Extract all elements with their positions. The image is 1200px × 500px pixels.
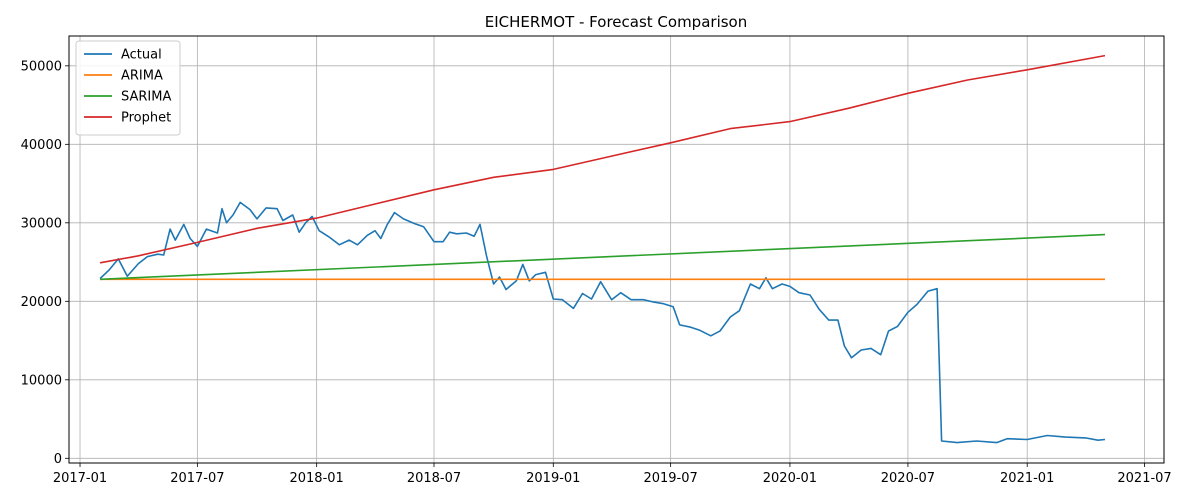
series-line-sarima	[100, 233, 1106, 281]
x-tick-label: 2017-07	[170, 471, 224, 486]
y-tick-label: 40000	[21, 138, 62, 153]
legend: Actual ARIMA SARIMA Prophet	[75, 40, 181, 136]
x-tick-label: 2018-01	[289, 471, 343, 486]
series-line-actual	[99, 201, 1106, 444]
legend-label-arima: ARIMA	[121, 69, 163, 84]
plot-frame	[68, 35, 1165, 464]
x-tick-label: 2020-07	[881, 471, 935, 486]
x-tick-label: 2019-01	[526, 471, 580, 486]
x-tick-label: 2017-01	[53, 471, 107, 486]
y-tick-label: 10000	[21, 373, 62, 388]
x-tick-label: 2018-07	[407, 471, 461, 486]
legend-box	[75, 40, 181, 136]
series-line-prophet	[99, 54, 1106, 264]
legend-label-prophet: Prophet	[121, 111, 171, 126]
grid-layer	[69, 36, 1164, 463]
x-tick-label: 2019-07	[643, 471, 697, 486]
axis-layer: 2017-01 2017-07 2018-01 2018-07 2019-01 2019-…	[21, 59, 1172, 486]
x-tick-label: 2021-07	[1117, 471, 1171, 486]
chart-title: EICHERMOT - Forecast Comparison	[485, 13, 747, 31]
y-tick-label: 30000	[21, 216, 62, 231]
y-tick-label: 0	[54, 452, 62, 467]
legend-label-sarima: SARIMA	[121, 90, 171, 105]
legend-label-actual: Actual	[121, 48, 162, 63]
x-tick-label: 2021-01	[1000, 471, 1054, 486]
y-tick-label: 20000	[21, 295, 62, 310]
series-layer	[99, 54, 1106, 444]
y-tick-label: 50000	[21, 59, 62, 74]
x-tick-label: 2020-01	[763, 471, 817, 486]
